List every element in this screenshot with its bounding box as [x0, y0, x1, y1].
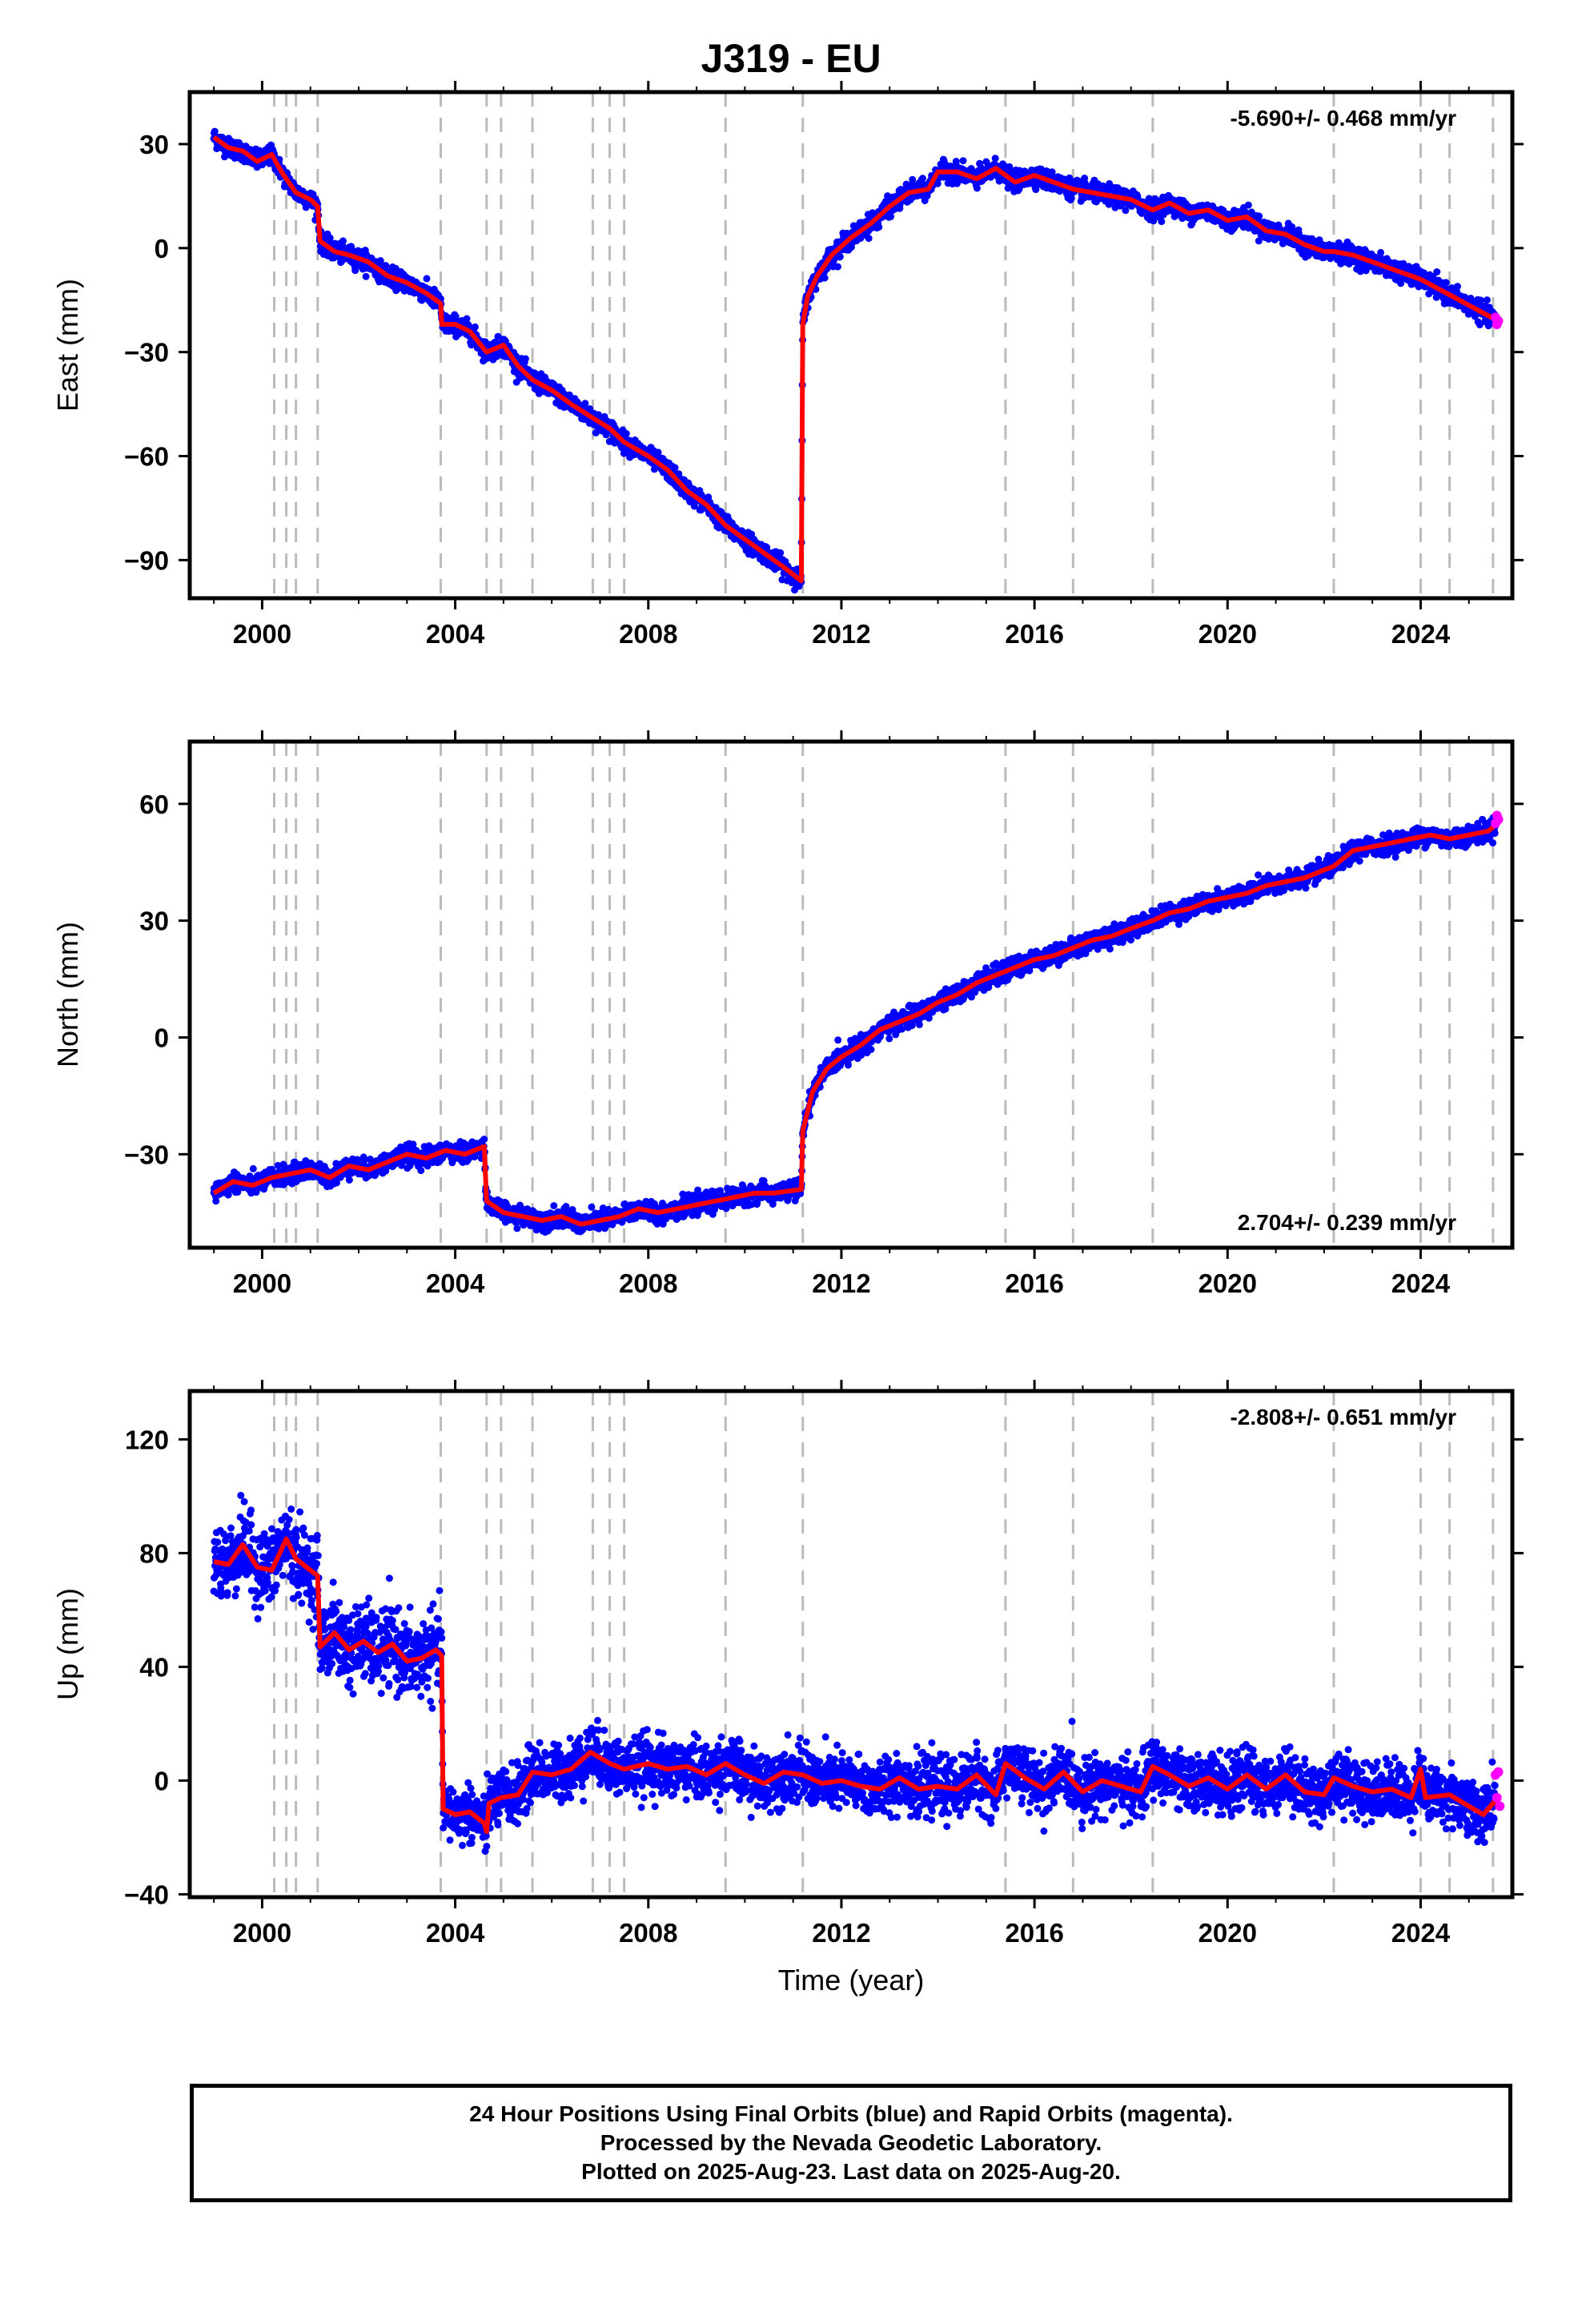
data-point — [521, 355, 529, 363]
data-point — [351, 267, 359, 275]
data-point — [887, 212, 895, 220]
plot-frame — [187, 90, 1515, 601]
data-point — [1476, 321, 1484, 328]
x-tick-label: 2024 — [1391, 619, 1451, 649]
data-point — [934, 179, 942, 187]
data-point — [1158, 218, 1166, 226]
data-point — [1067, 195, 1075, 203]
data-point — [690, 502, 698, 510]
rate-annotation: -5.690+/- 0.468 mm/yr — [1230, 106, 1456, 131]
x-tick-label: 2012 — [812, 619, 870, 649]
data-point — [1442, 279, 1450, 287]
data-point — [1032, 186, 1040, 194]
data-point — [1433, 268, 1441, 275]
data-point — [1454, 283, 1461, 291]
x-tick-label: 2004 — [426, 619, 485, 649]
data-point — [1122, 207, 1130, 215]
data-point — [821, 274, 829, 282]
data-point — [952, 158, 960, 165]
data-point — [918, 175, 926, 183]
data-point — [1483, 296, 1491, 304]
data-point — [777, 549, 785, 557]
data-point — [592, 429, 600, 436]
data-point — [212, 1197, 220, 1205]
data-point — [836, 253, 844, 261]
y-axis-label: East (mm) — [51, 279, 84, 412]
rapid-orbit-point — [1493, 316, 1504, 326]
data-point — [565, 391, 573, 399]
x-tick-label: 2008 — [619, 619, 677, 649]
data-point — [875, 223, 883, 231]
y-tick-label: 30 — [139, 130, 169, 159]
y-tick-label: −90 — [124, 545, 169, 575]
data-point — [1244, 201, 1252, 209]
data-point — [865, 235, 873, 243]
data-point — [622, 429, 630, 437]
panel-north: 2000 2004 2008 2012 2016 2020 202460300−30Nort… — [51, 730, 1524, 1298]
model-line — [212, 135, 1500, 584]
data-point — [274, 1161, 282, 1169]
data-point — [1255, 212, 1263, 220]
data-point — [959, 157, 967, 165]
data-point — [1377, 248, 1385, 256]
x-tick-label: 2000 — [233, 619, 291, 649]
data-point — [1006, 163, 1014, 171]
data-point — [1476, 296, 1484, 304]
data-point — [654, 448, 662, 456]
y-tick-label: −30 — [124, 338, 169, 368]
data-point — [833, 263, 841, 271]
y-tick-label: −60 — [124, 442, 169, 472]
x-tick-label: 2016 — [1005, 619, 1063, 649]
data-point — [909, 175, 917, 183]
data-point — [249, 1164, 257, 1172]
data-point — [423, 275, 431, 283]
data-point — [1255, 237, 1263, 245]
data-point — [339, 237, 347, 245]
chart-title: J319 - EU — [701, 36, 881, 81]
data-point — [471, 323, 479, 331]
x-tick-label: 2020 — [1199, 619, 1257, 649]
data-point — [671, 464, 679, 472]
data-point — [362, 272, 370, 280]
y-tick-label: 0 — [155, 234, 169, 263]
data-point — [991, 155, 999, 163]
data-point — [581, 400, 589, 408]
final-orbit-points — [210, 127, 1499, 594]
data-point — [973, 184, 981, 192]
data-point — [463, 315, 471, 323]
panel-east: 2000 2004 2008 2012 2016 2020 2024 30 0 −30 −60 −90… — [51, 81, 1524, 649]
